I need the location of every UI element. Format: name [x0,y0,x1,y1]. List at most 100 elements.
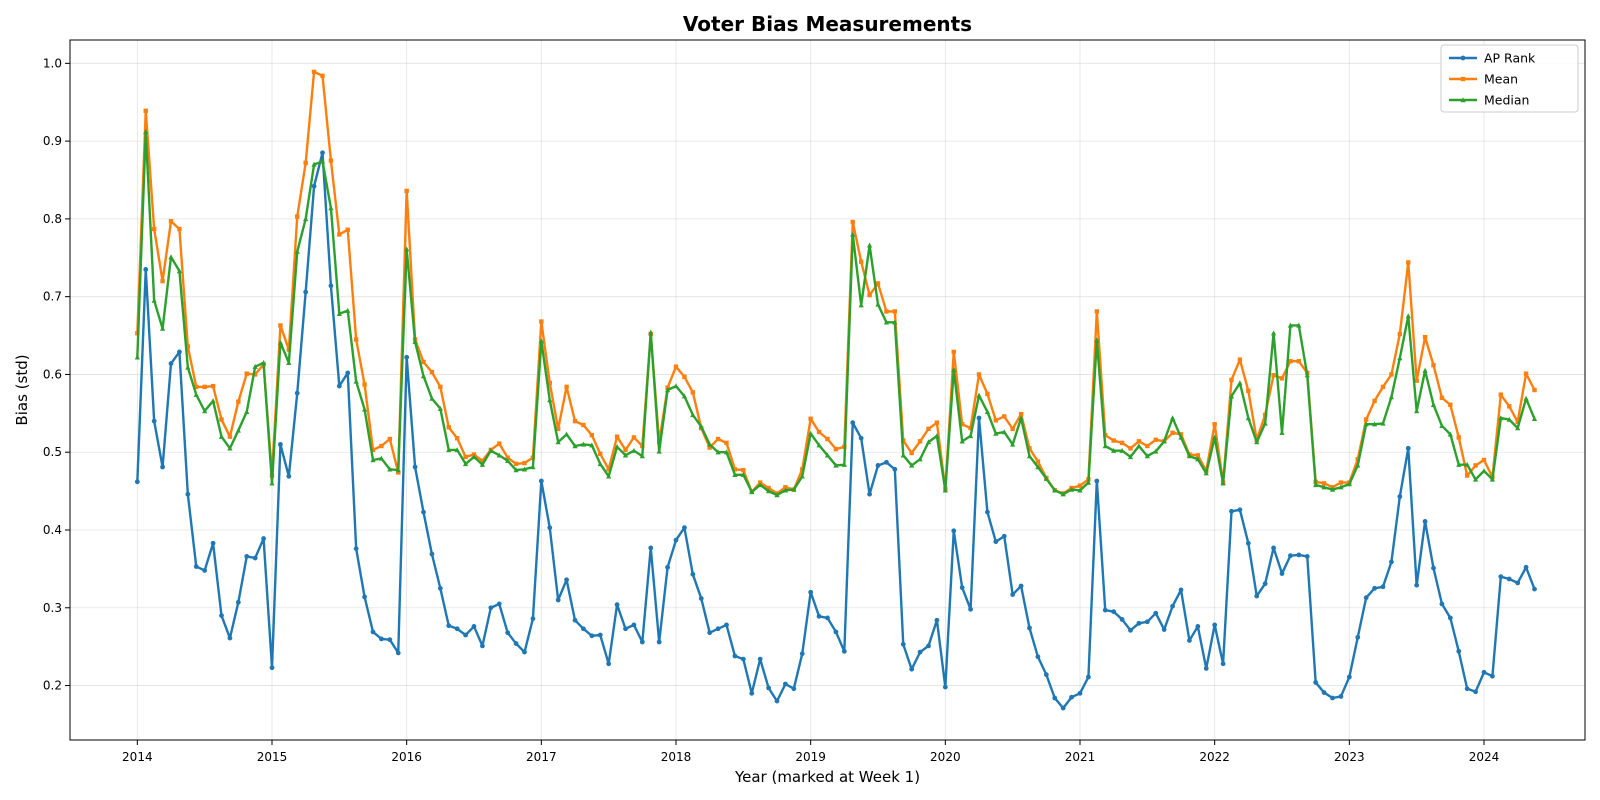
data-point [421,509,426,515]
data-point [1111,609,1117,615]
data-point [236,399,241,404]
data-point [1229,377,1234,383]
data-point [1246,388,1251,393]
data-point [1136,443,1142,449]
data-point [185,364,191,370]
x-tick-label: 2019 [795,750,826,764]
data-point [1389,559,1394,565]
data-point [623,447,628,453]
data-point [791,686,797,692]
data-point [277,339,284,345]
data-point [1068,486,1075,492]
data-point [1178,587,1184,593]
data-point [168,219,174,224]
data-point [328,158,334,163]
data-point [892,466,898,472]
y-tick-label: 0.8 [43,212,62,226]
data-point [168,254,174,260]
data-point [1018,415,1024,421]
data-point [639,639,645,645]
data-point [1490,673,1495,679]
data-point [656,639,662,645]
data-point [1010,592,1016,597]
y-tick-label: 0.4 [43,523,62,537]
data-point [496,601,502,607]
data-point [563,431,570,437]
data-point [639,453,645,459]
data-point [193,391,199,397]
data-point [1464,461,1470,467]
data-point [951,528,957,534]
data-point [1422,519,1428,524]
data-point [1270,330,1277,336]
data-point [1094,478,1100,484]
data-point [1515,419,1520,425]
data-point [757,656,763,662]
data-point [732,653,738,659]
data-point [1119,440,1125,446]
data-point [463,632,468,638]
data-point [1212,622,1218,628]
y-tick-label: 0.2 [43,679,62,693]
data-point [1372,585,1377,591]
legend: AP Rank Mean Median [1440,44,1579,113]
data-point [1439,422,1445,428]
data-point [1346,481,1352,487]
data-point [252,372,258,377]
data-point [766,485,771,491]
data-point [160,464,165,470]
data-point [337,232,342,237]
data-point [850,219,855,225]
data-point [244,554,250,559]
data-point [202,568,208,573]
data-point [648,329,654,335]
data-point [841,461,847,467]
data-point [1288,553,1293,559]
data-point [1464,473,1470,478]
data-point [1077,487,1083,493]
data-point [1271,545,1276,551]
data-point [1271,373,1276,378]
data-point [782,487,789,493]
data-point [1498,392,1504,397]
data-point [454,436,460,441]
data-point [1186,453,1193,459]
data-point [328,283,334,289]
data-point [151,418,157,424]
data-point [522,649,527,655]
data-point [496,452,502,458]
data-point [497,441,502,446]
data-point [833,446,839,452]
data-point [816,613,822,619]
data-point [698,596,704,601]
data-point [1094,309,1100,314]
data-point [707,445,712,450]
data-point [850,420,856,426]
data-point [1321,484,1327,490]
data-point [1422,334,1428,340]
data-point [421,359,426,365]
data-point [1506,416,1512,422]
data-point [1439,395,1445,400]
data-point [1178,434,1184,440]
data-point [926,426,931,432]
data-point [622,452,629,458]
data-point [614,434,620,439]
x-axis-label: Year (marked at Week 1) [734,768,920,786]
data-point [732,471,738,477]
data-point [1178,432,1184,437]
data-point [1473,463,1478,468]
data-point [1102,443,1108,449]
data-point [1170,430,1175,435]
data-point [530,616,536,622]
data-point [774,492,780,498]
data-point [993,430,999,436]
data-point [1422,367,1428,373]
y-tick-label: 0.7 [43,290,62,304]
data-point [294,248,300,254]
data-point [555,426,561,432]
data-point [160,278,165,284]
data-point [210,383,216,389]
x-tick-label: 2015 [257,750,288,764]
data-point [1355,457,1360,462]
